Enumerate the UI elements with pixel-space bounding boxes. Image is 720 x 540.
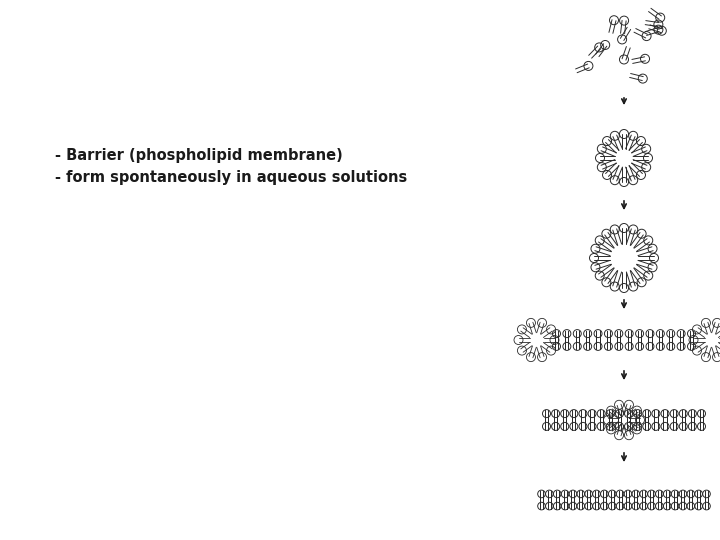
Text: - form spontaneously in aqueous solutions: - form spontaneously in aqueous solution… (55, 170, 408, 185)
Text: - Barrier (phospholipid membrane): - Barrier (phospholipid membrane) (55, 148, 343, 163)
